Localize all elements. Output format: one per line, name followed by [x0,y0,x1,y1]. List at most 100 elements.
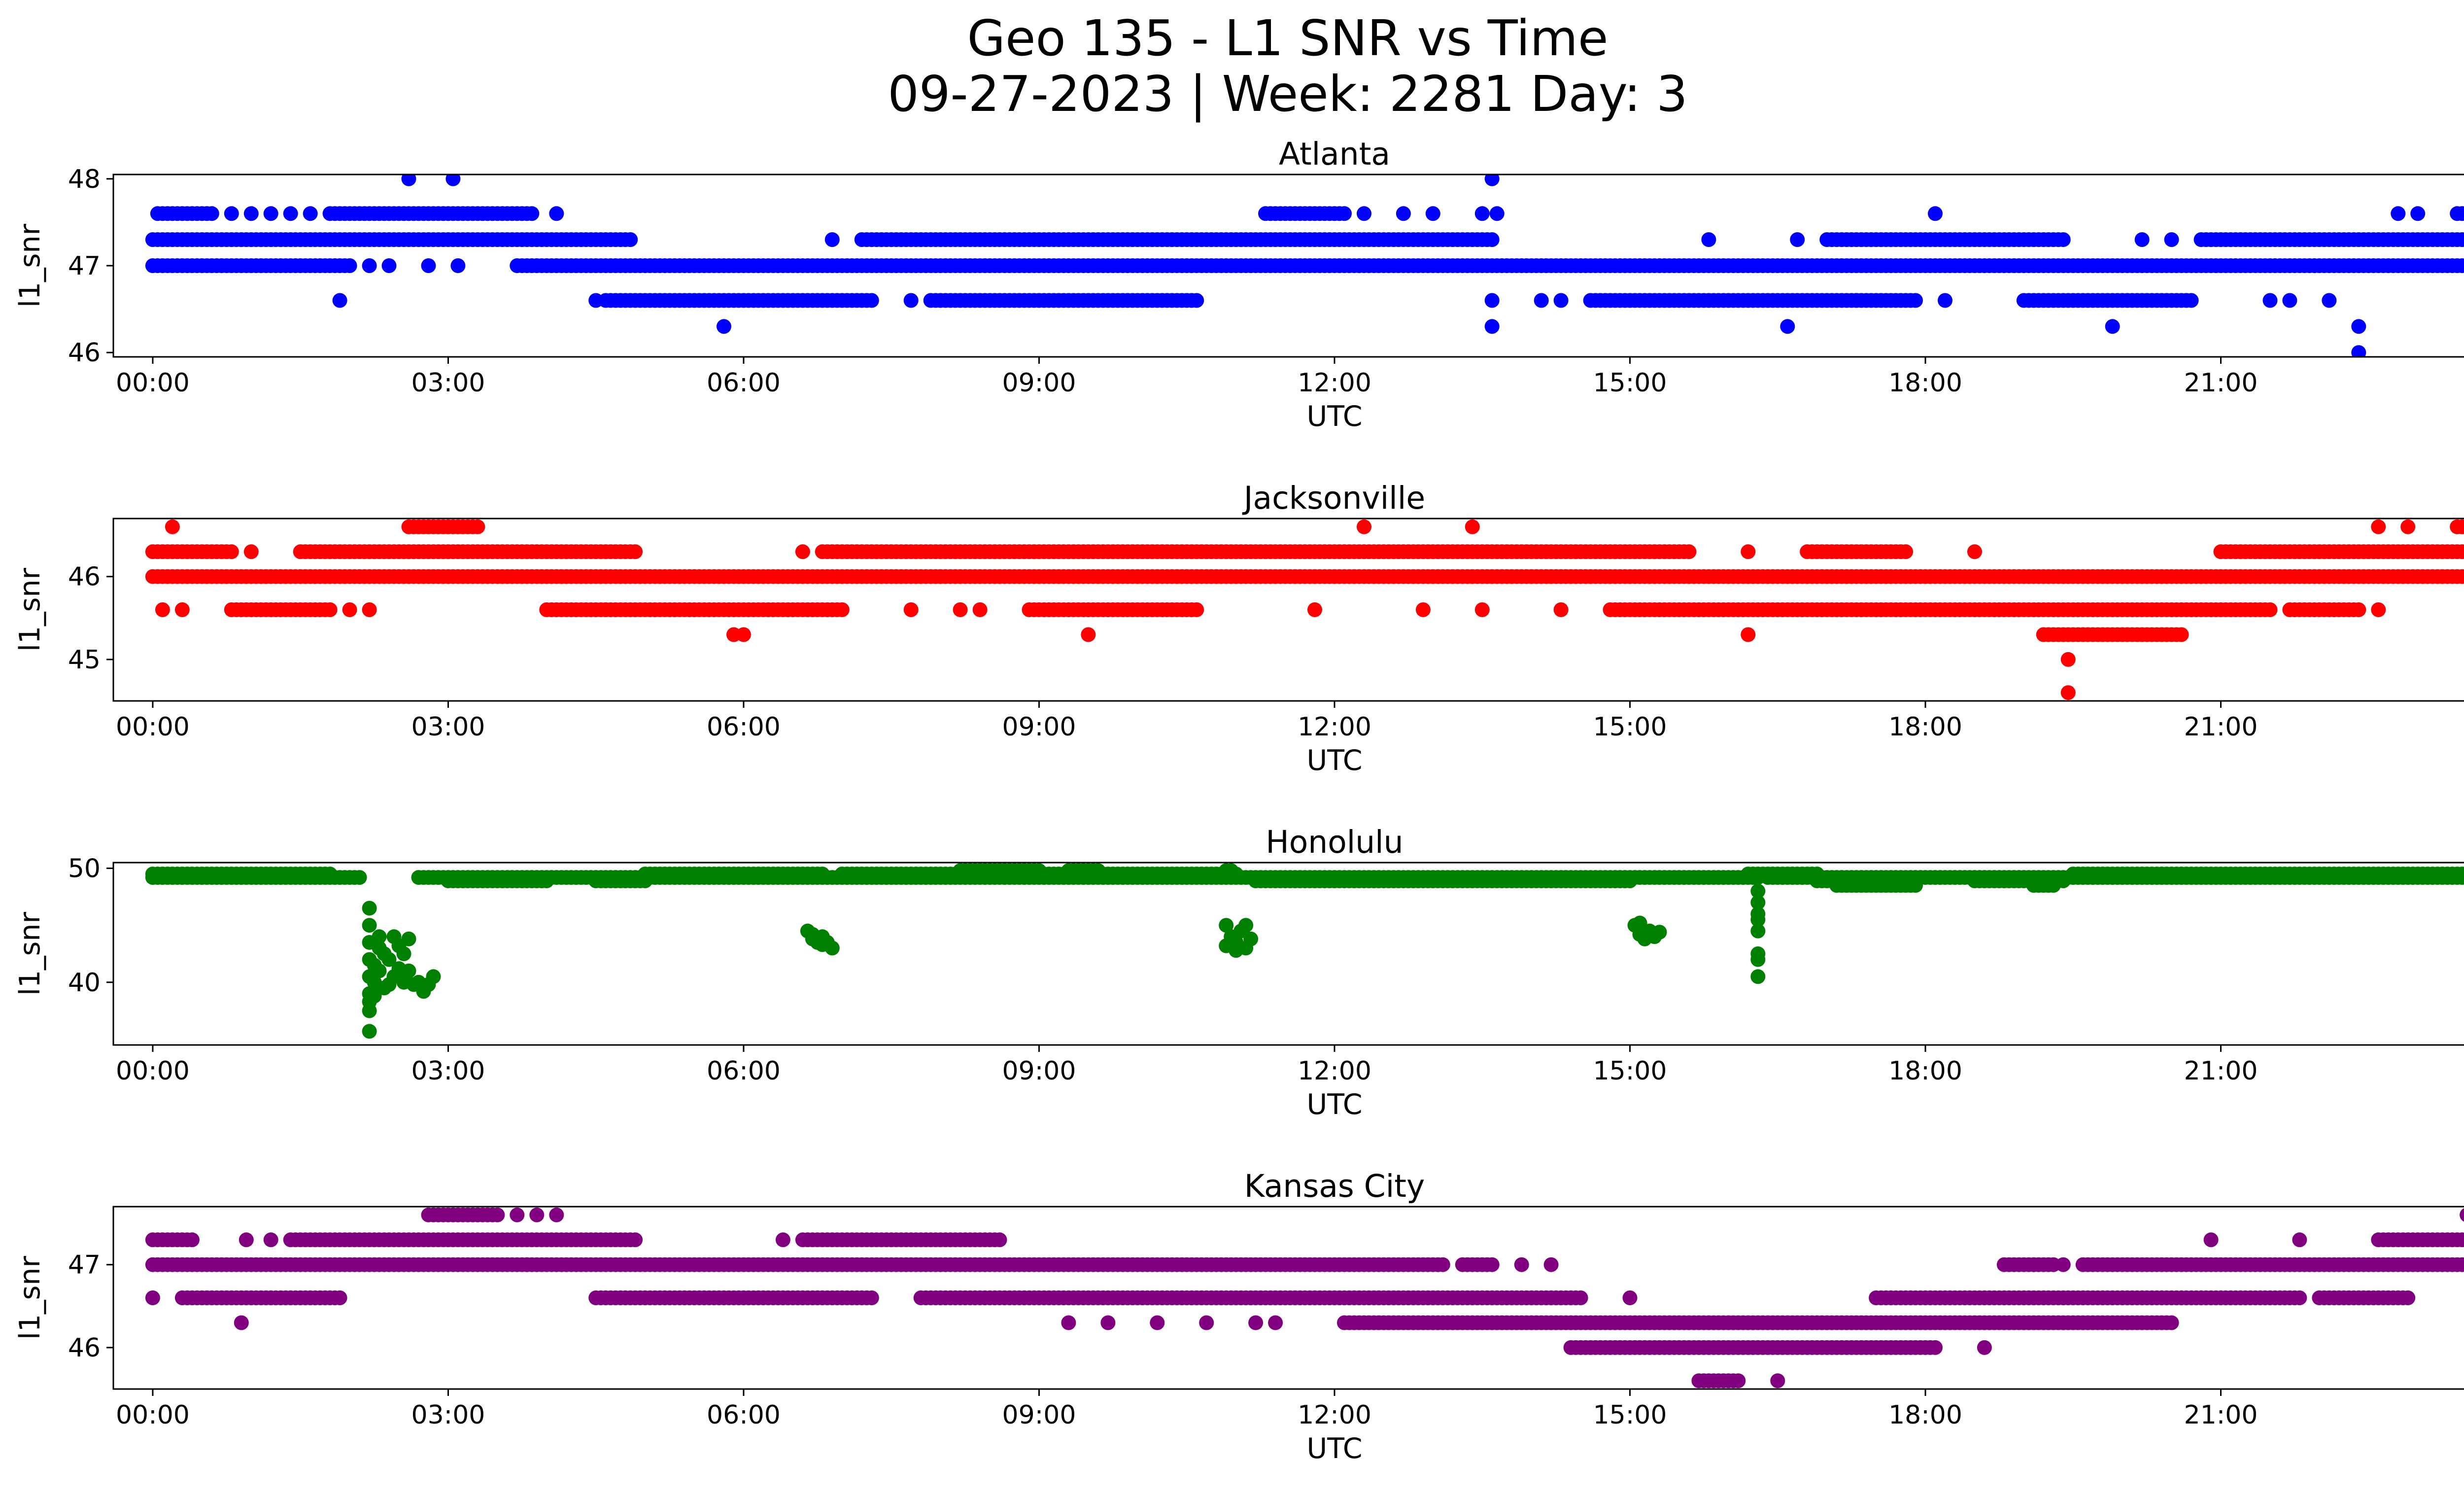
data-point [2134,232,2150,247]
data-point [1750,923,1766,939]
data-point [2460,520,2464,534]
data-point [2391,206,2406,221]
y-tick-label: 47 [68,251,101,281]
data-point [332,293,347,308]
data-point [1534,293,1549,308]
data-point [1514,1257,1529,1272]
data-point [2164,1315,2179,1330]
x-tick-label: 00:00 [116,1400,190,1430]
x-tick-label: 00:00 [116,712,190,742]
subplot-title: Honolulu [1266,824,1403,860]
data-point [1150,1315,1165,1330]
y-tick-label: 45 [68,645,101,675]
data-point [322,867,338,882]
data-point [824,232,840,247]
data-point [2460,569,2464,584]
y-tick-label: 50 [68,854,101,884]
data-point [1219,918,1234,933]
data-point [1268,1315,1283,1330]
data-point [2060,685,2076,700]
data-point [155,602,170,617]
figure-title-line2: 09-27-2023 | Week: 2281 Day: 3 [888,65,1687,123]
data-point [623,232,638,247]
data-point [2292,1290,2307,1305]
data-point [903,293,919,308]
data-point [1337,206,1352,221]
data-point [1790,232,1805,247]
data-point [2460,867,2464,881]
data-point [1750,895,1766,910]
data-point [1938,293,1952,308]
subplot-title: Atlanta [1279,136,1390,172]
scatter-series [145,174,2464,357]
y-axis-label: l1_snr [14,568,46,652]
data-point [1622,1290,1638,1305]
plot-frame [112,862,2464,1046]
data-point [2460,207,2464,221]
x-tick-label: 18:00 [1888,1056,1962,1086]
data-point [342,602,357,617]
x-tick-label: 15:00 [1593,712,1667,742]
data-point [2410,206,2426,221]
data-point [1977,1340,1992,1355]
data-point [396,946,411,961]
x-tick-label: 03:00 [411,712,485,742]
data-point [445,174,461,186]
data-point [1357,206,1371,221]
data-point [795,544,810,559]
data-point [539,873,554,888]
data-point [1780,319,1795,334]
data-point [2164,232,2179,247]
x-tick-label: 09:00 [1002,1056,1076,1086]
data-point [2322,293,2337,308]
x-tick-label: 12:00 [1298,368,1371,398]
data-point [524,206,540,221]
data-point [2292,1232,2307,1248]
x-tick-label: 06:00 [707,1056,781,1086]
data-point [864,293,879,308]
data-point [549,1207,564,1222]
data-point [2060,652,2076,667]
data-point [450,258,466,273]
data-point [1061,1315,1076,1330]
x-tick-label: 18:00 [1888,1400,1962,1430]
y-tick-label: 46 [68,338,101,368]
data-point [1849,293,1864,308]
data-point [815,929,830,944]
x-tick-label: 06:00 [707,1400,781,1430]
data-point [174,602,190,617]
data-point [1219,938,1234,953]
data-point [1967,544,1982,559]
data-point [1770,1373,1785,1389]
data-point [401,963,416,978]
data-point [775,1232,790,1248]
data-point [352,870,367,885]
data-point [2460,233,2464,246]
subplot-title: Jacksonville [1242,480,1425,516]
data-point [372,929,387,944]
data-point [303,206,318,221]
y-tick-label: 46 [68,562,101,592]
data-point [1731,1373,1746,1389]
data-point [243,544,259,559]
data-point [1484,174,1500,186]
data-point [2282,293,2297,308]
data-point [184,1232,200,1248]
data-point [2351,602,2366,617]
x-tick-label: 15:00 [1593,1400,1667,1430]
data-point [2203,1232,2219,1248]
data-point [1701,232,1716,247]
x-axis-label: UTC [1307,1088,1363,1121]
data-point [263,1232,278,1248]
data-point [628,544,643,559]
x-tick-label: 21:00 [2184,368,2258,398]
subplot-jacksonville: Jacksonville 00:00 03:00 06:00 09:00 12:00 15:… [14,480,2464,777]
data-point [367,988,382,1004]
data-point [2400,1290,2416,1305]
data-point [204,206,219,221]
data-point [953,602,968,617]
data-point [224,206,239,221]
data-point [2105,319,2120,334]
data-point [381,952,397,967]
